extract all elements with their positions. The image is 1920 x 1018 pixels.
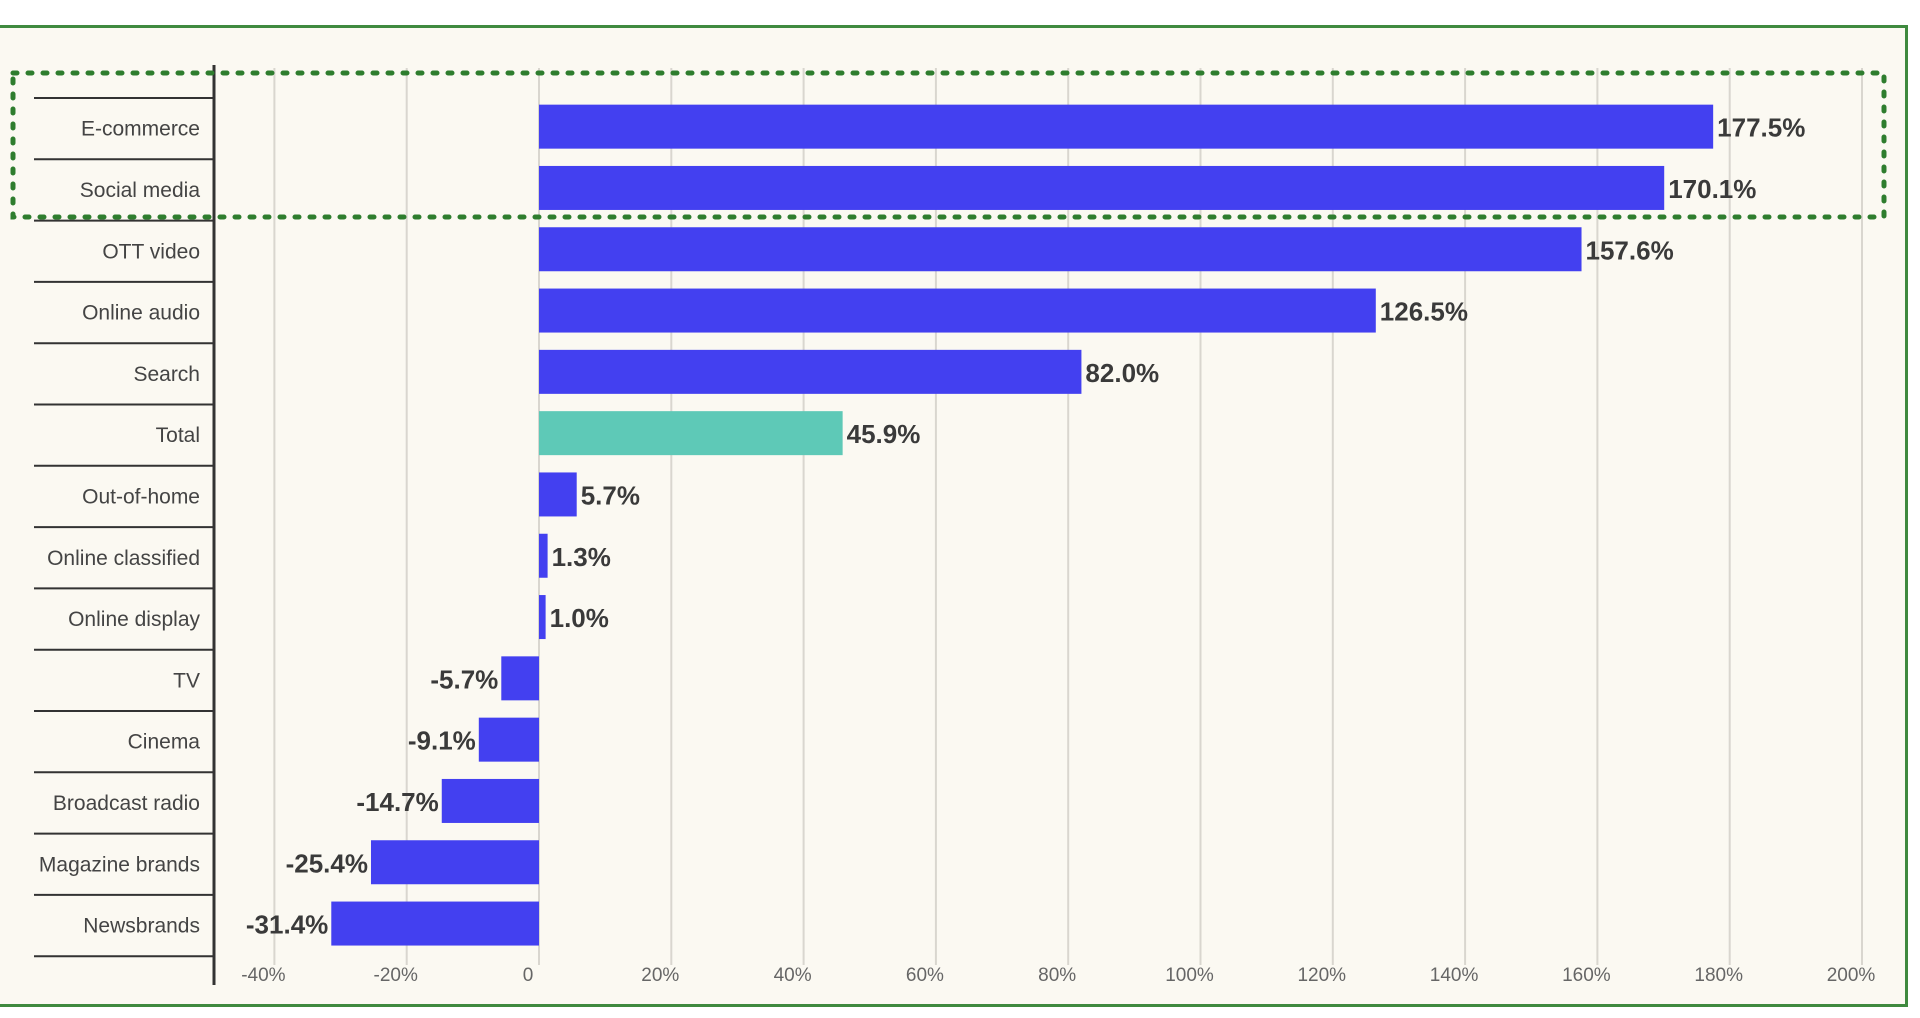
category-label: Online audio	[82, 302, 200, 325]
category-label: Total	[156, 424, 200, 447]
bar	[539, 165, 1665, 210]
bar	[370, 840, 539, 885]
x-tick-label: 140%	[1430, 965, 1479, 986]
data-label: -31.4%	[246, 910, 328, 940]
category-label: Search	[133, 363, 200, 386]
bar	[331, 901, 539, 946]
bar	[539, 288, 1376, 333]
category-label: Cinema	[128, 731, 201, 754]
data-label: 157.6%	[1586, 235, 1674, 265]
data-label: -5.7%	[430, 664, 498, 694]
x-tick-label: 40%	[774, 965, 812, 986]
bar	[478, 717, 539, 762]
bar	[539, 411, 843, 456]
category-label: E-commerce	[81, 118, 200, 141]
bar	[501, 656, 539, 701]
x-tick-label: 180%	[1694, 965, 1743, 986]
x-tick-label: 60%	[906, 965, 944, 986]
data-label: 82.0%	[1085, 358, 1159, 388]
category-dividers	[34, 97, 214, 958]
category-label: Newsbrands	[83, 915, 200, 938]
data-label: 1.3%	[552, 542, 611, 572]
x-tick-label: 100%	[1165, 965, 1214, 986]
bar	[539, 533, 548, 578]
highlight-box	[10, 70, 1887, 220]
data-label: 170.1%	[1668, 174, 1756, 204]
bar	[539, 349, 1082, 394]
bar	[539, 227, 1582, 272]
x-tick-label: -20%	[374, 965, 418, 986]
data-label: -14.7%	[356, 787, 438, 817]
category-label: Online classified	[47, 547, 200, 570]
data-label: 45.9%	[847, 419, 921, 449]
category-label: Broadcast radio	[53, 792, 200, 815]
data-label: 177.5%	[1717, 113, 1805, 143]
x-tick-label: 120%	[1297, 965, 1346, 986]
x-tick-label: 80%	[1038, 965, 1076, 986]
category-label: TV	[173, 669, 200, 692]
category-labels: E-commerce Social media OTT video Online au…	[39, 118, 201, 938]
value-labels: 177.5% 170.1% 157.6% 126.5% 82.0% 45.9% 5.7% 1.…	[246, 113, 1805, 940]
x-tick-labels: -40% -20% 0 20% 40% 60% 80% 100% 120% 140% 160% 180…	[241, 965, 1875, 986]
category-label: OTT video	[102, 240, 200, 263]
bar	[539, 595, 546, 640]
x-tick-label: -40%	[241, 965, 285, 986]
bar	[539, 104, 1714, 149]
category-label: Magazine brands	[39, 853, 200, 876]
data-label: -9.1%	[408, 726, 476, 756]
bar	[539, 472, 577, 517]
data-label: -25.4%	[286, 848, 368, 878]
x-tick-label: 20%	[641, 965, 679, 986]
data-label: 126.5%	[1380, 297, 1468, 327]
bars	[331, 104, 1714, 946]
category-label: Social media	[80, 179, 201, 202]
data-label: 1.0%	[550, 603, 609, 633]
data-label: 5.7%	[581, 480, 640, 510]
bar	[441, 778, 539, 823]
x-tick-label: 160%	[1562, 965, 1611, 986]
category-label: Out-of-home	[82, 485, 200, 508]
x-tick-label: 0	[523, 965, 534, 986]
x-tick-label: 200%	[1827, 965, 1876, 986]
category-label: Online display	[68, 608, 200, 631]
